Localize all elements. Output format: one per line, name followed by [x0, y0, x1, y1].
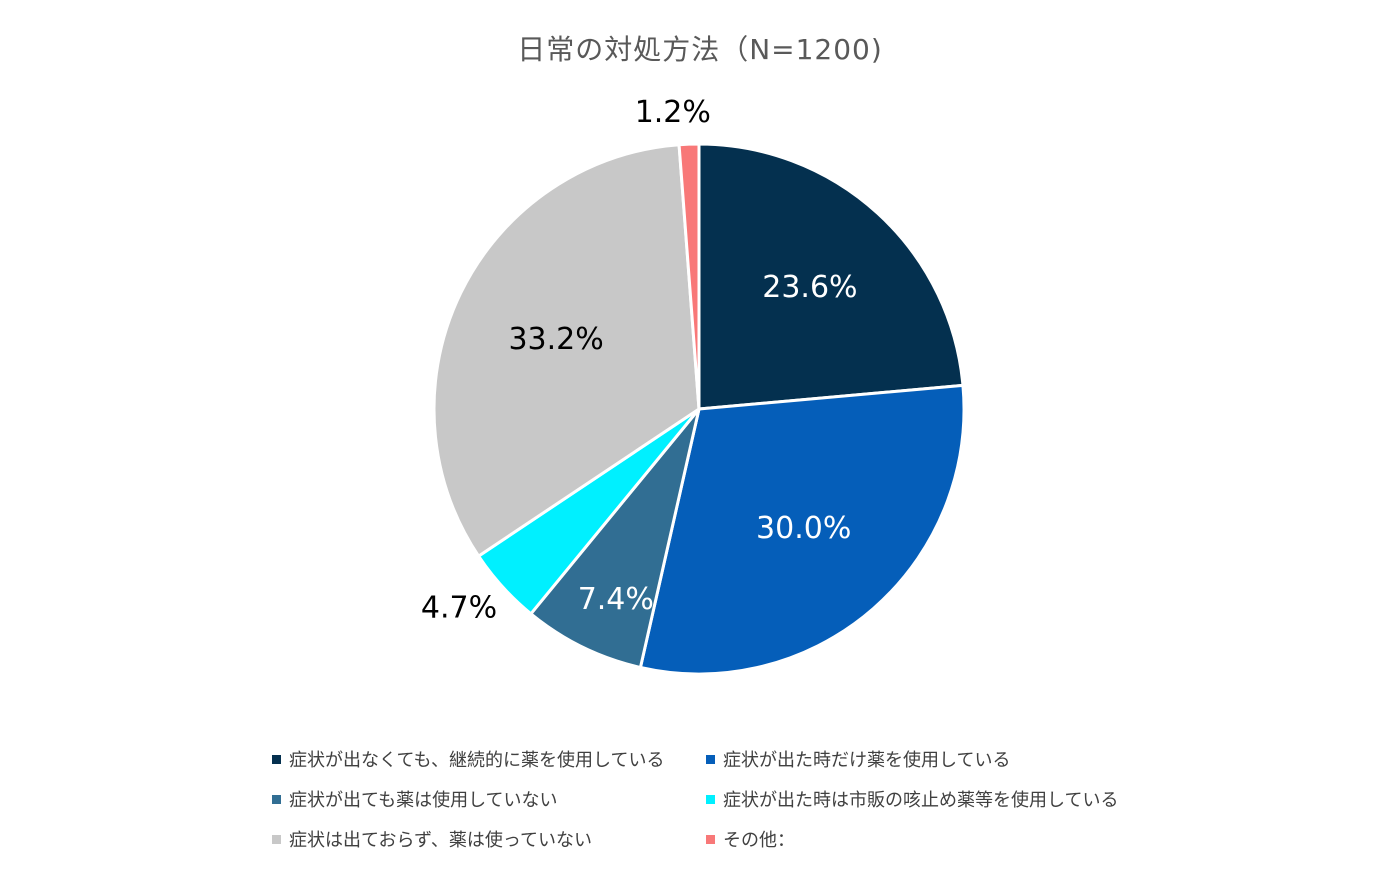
legend-swatch — [272, 754, 281, 764]
legend-swatch — [706, 794, 715, 804]
legend-item: 症状は出ておらず、薬は使っていない — [272, 826, 592, 852]
pie-slice — [432, 143, 701, 558]
pie-slice — [697, 142, 965, 411]
chart-title: 日常の対処方法（N=1200) — [517, 33, 883, 66]
legend-label: 症状が出た時は市販の咳止め薬等を使用している — [723, 790, 1119, 811]
legend-swatch — [272, 794, 281, 804]
legend-label: 症状が出ても薬は使用していない — [289, 790, 558, 811]
data-label: 1.2% — [635, 95, 711, 130]
legend-item: 症状が出た時は市販の咳止め薬等を使用している — [706, 786, 1118, 812]
pie-slice — [638, 383, 966, 676]
pie-slice — [529, 407, 701, 669]
data-label: 7.4% — [578, 582, 654, 617]
legend-label: その他： — [723, 830, 795, 851]
legend-item: 症状が出た時だけ薬を使用している — [706, 746, 1010, 772]
legend-label: 症状が出なくても、継続的に薬を使用している — [289, 750, 665, 771]
legend-swatch — [706, 754, 715, 764]
legend-swatch — [706, 834, 715, 844]
data-label: 4.7% — [421, 591, 497, 626]
data-label: 30.0% — [756, 511, 851, 546]
legend-item: その他： — [706, 826, 795, 852]
legend-swatch — [272, 834, 281, 844]
data-label: 33.2% — [508, 322, 603, 357]
pie-slice — [677, 142, 701, 411]
data-label: 23.6% — [762, 270, 857, 305]
legend-label: 症状が出た時だけ薬を使用している — [723, 750, 1011, 771]
legend-item: 症状が出ても薬は使用していない — [272, 786, 558, 812]
legend-item: 症状が出なくても、継続的に薬を使用している — [272, 746, 664, 772]
legend-label: 症状は出ておらず、薬は使っていない — [289, 830, 592, 851]
